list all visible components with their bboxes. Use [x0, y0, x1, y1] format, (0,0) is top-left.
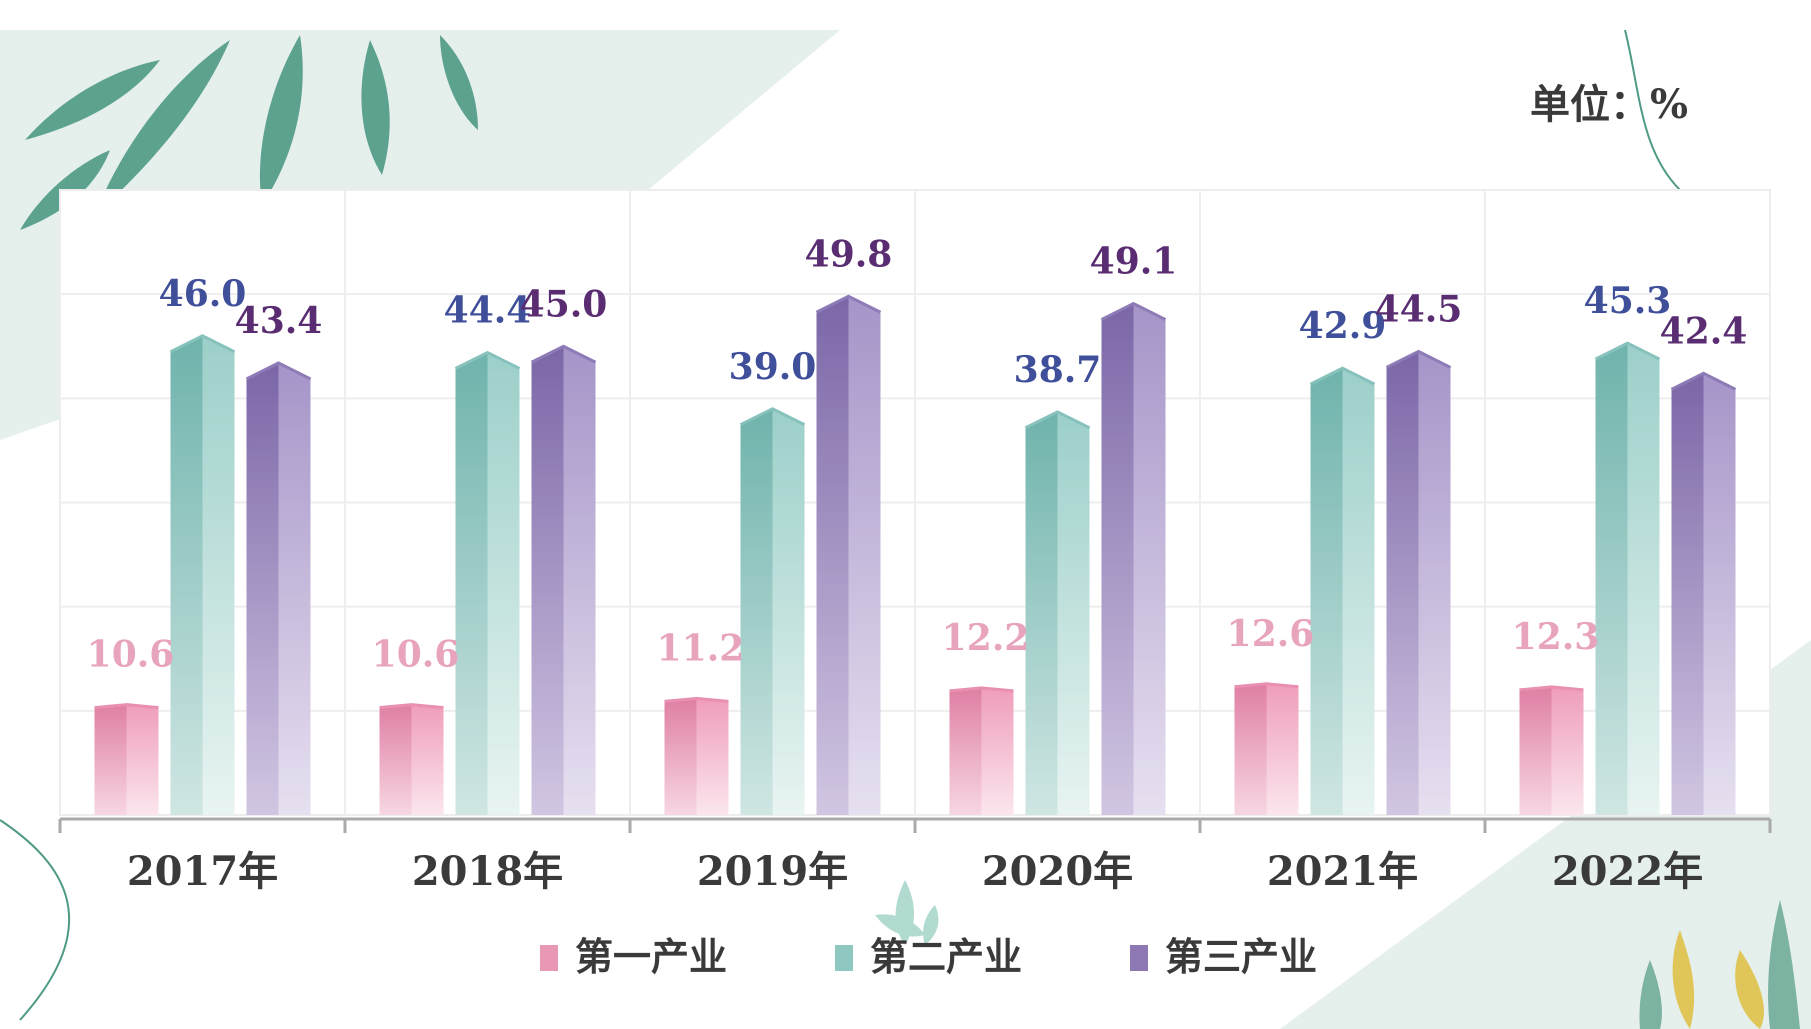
data-label-secondary-0: 46.0 [159, 273, 247, 315]
data-label-tertiary-2: 49.8 [805, 233, 893, 275]
legend-swatch-tertiary [1130, 945, 1148, 971]
bar-primary-4 [1234, 682, 1299, 815]
x-tick-label: 2018年 [412, 848, 563, 895]
data-label-primary-0: 10.6 [87, 634, 175, 676]
data-label-secondary-1: 44.4 [444, 290, 532, 332]
grid [60, 190, 1770, 815]
bar-tertiary-4 [1385, 349, 1452, 815]
x-tick-label: 2021年 [1267, 848, 1418, 895]
legend-label-primary: 第一产业 [575, 934, 727, 979]
x-tick-label: 2020年 [982, 848, 1133, 895]
data-label-primary-5: 12.3 [1512, 616, 1600, 658]
legend-label-secondary: 第二产业 [870, 934, 1022, 979]
bar-primary-2 [664, 696, 729, 815]
x-tick-label: 2022年 [1552, 848, 1703, 895]
legend-label-tertiary: 第三产业 [1165, 934, 1317, 979]
data-label-primary-2: 11.2 [657, 627, 745, 669]
legend-swatch-secondary [835, 945, 853, 971]
data-label-secondary-5: 45.3 [1584, 280, 1672, 322]
data-label-tertiary-3: 49.1 [1090, 241, 1178, 283]
bar-secondary-3 [1024, 410, 1091, 815]
data-label-secondary-4: 42.9 [1299, 305, 1387, 347]
legend-swatch-primary [540, 945, 558, 971]
bar-secondary-2 [739, 407, 806, 815]
bar-tertiary-2 [815, 294, 882, 815]
data-label-primary-1: 10.6 [372, 634, 460, 676]
bar-primary-0 [94, 703, 159, 815]
x-tick-label: 2019年 [697, 848, 848, 895]
x-tick-label: 2017年 [127, 848, 278, 895]
value-labels: 10.6 46.043.4 10.6 44.445.0 11.2 39.0 49.8 12.2… [87, 233, 1748, 675]
data-label-tertiary-4: 44.5 [1375, 288, 1463, 330]
x-axis: 2017年 2018年 2019年 2020年 2021年 2022年 [58, 817, 1772, 895]
bar-tertiary-5 [1670, 371, 1737, 815]
bar-primary-1 [379, 703, 444, 815]
data-label-secondary-3: 38.7 [1014, 349, 1102, 391]
bar-tertiary-0 [245, 361, 312, 815]
data-label-tertiary-1: 45.0 [520, 283, 608, 325]
bar-secondary-0 [169, 334, 236, 815]
data-label-tertiary-5: 42.4 [1660, 310, 1748, 352]
bar-secondary-1 [454, 350, 521, 815]
bar-secondary-5 [1594, 341, 1661, 815]
bar-secondary-4 [1309, 366, 1376, 815]
data-label-secondary-2: 39.0 [729, 346, 817, 388]
data-label-primary-4: 12.6 [1227, 613, 1315, 655]
legend: 第一产业 第二产业 第三产业 [540, 934, 1317, 979]
bar-tertiary-3 [1100, 301, 1167, 815]
bar-primary-3 [949, 686, 1014, 815]
data-label-primary-3: 12.2 [942, 617, 1030, 659]
unit-label: 单位：% [1530, 81, 1689, 128]
bars [94, 294, 1737, 815]
data-label-tertiary-0: 43.4 [235, 300, 323, 342]
bar-primary-5 [1519, 685, 1584, 815]
bar-tertiary-1 [530, 344, 597, 815]
